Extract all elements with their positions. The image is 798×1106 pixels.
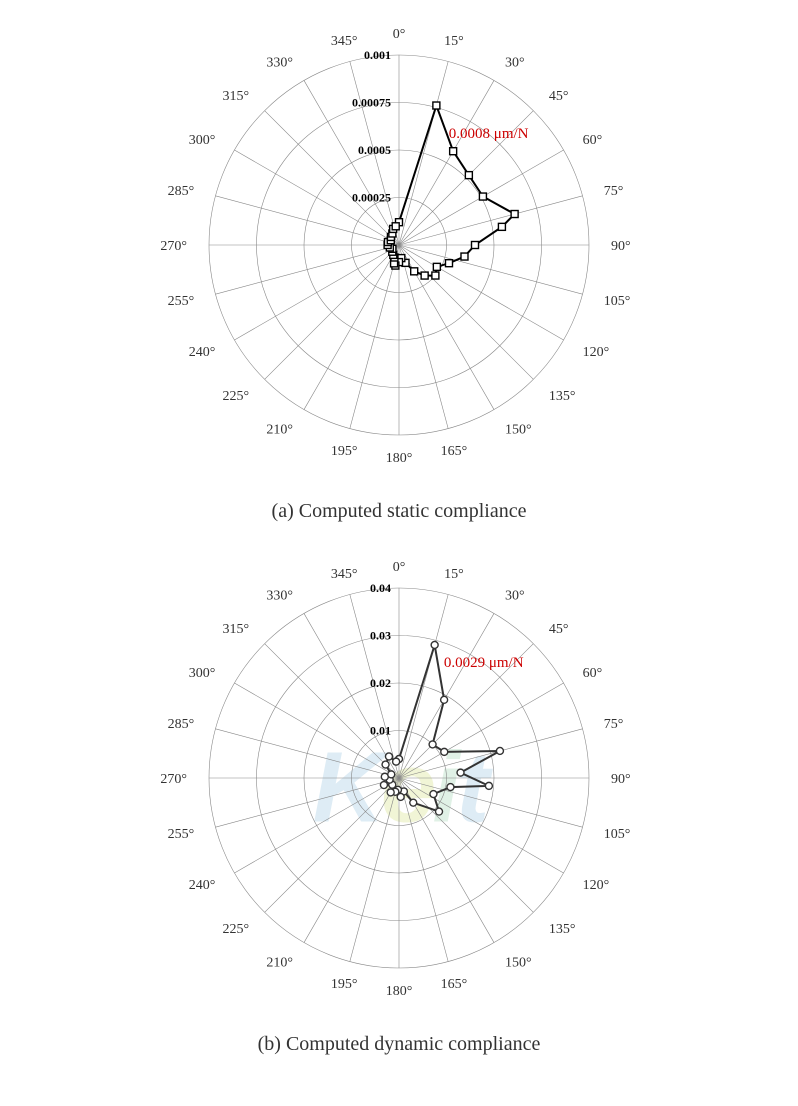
angle-label: 75° (604, 717, 624, 732)
angle-label: 180° (386, 984, 413, 999)
angle-label: 90° (611, 772, 631, 787)
data-marker (457, 769, 464, 776)
data-marker (511, 211, 518, 218)
radius-label: 0.00075 (352, 96, 391, 110)
angle-label: 60° (583, 666, 603, 681)
angle-label: 30° (505, 588, 525, 603)
angle-label: 150° (505, 423, 532, 438)
dynamic-compliance-chart: Keit0°15°30°45°60°75°90°105°120°135°150°… (119, 553, 679, 1023)
angle-label: 0° (393, 560, 406, 575)
angle-label: 90° (611, 239, 631, 254)
data-marker (433, 263, 440, 270)
data-marker (393, 758, 400, 765)
angle-label: 225° (222, 922, 249, 937)
angle-label: 105° (604, 294, 631, 309)
radius-label: 0.00025 (352, 191, 391, 205)
angle-label: 0° (393, 27, 406, 42)
angle-label: 300° (189, 133, 216, 148)
angle-label: 225° (222, 389, 249, 404)
radius-label: 0.02 (370, 676, 391, 690)
angle-label: 285° (168, 184, 195, 199)
angle-label: 240° (189, 345, 216, 360)
data-marker (382, 761, 389, 768)
data-marker (431, 641, 438, 648)
data-marker (450, 148, 457, 155)
data-marker (387, 789, 394, 796)
radius-label: 0.03 (370, 629, 391, 643)
angle-label: 165° (441, 977, 468, 992)
annotation-label: 0.0008 μm/N (449, 126, 529, 142)
data-marker (445, 260, 452, 267)
angle-label: 210° (266, 423, 293, 438)
annotation-label: 0.0029 μm/N (444, 655, 524, 671)
data-marker (447, 784, 454, 791)
angle-label: 195° (331, 977, 358, 992)
data-marker (421, 272, 428, 279)
angle-label: 270° (160, 772, 187, 787)
data-marker (498, 223, 505, 230)
angle-label: 270° (160, 239, 187, 254)
angle-label: 315° (222, 89, 249, 104)
data-marker (472, 242, 479, 249)
data-marker (441, 696, 448, 703)
angle-label: 120° (583, 345, 610, 360)
angle-label: 135° (549, 389, 576, 404)
data-marker (392, 223, 399, 230)
angle-label: 150° (505, 956, 532, 971)
data-marker (461, 253, 468, 260)
data-marker (388, 771, 395, 778)
angle-label: 285° (168, 717, 195, 732)
data-marker (485, 782, 492, 789)
angle-label: 75° (604, 184, 624, 199)
radius-label: 0.01 (370, 724, 391, 738)
angle-label: 165° (441, 444, 468, 459)
angle-label: 255° (168, 294, 195, 309)
radius-label: 0.04 (370, 581, 391, 595)
caption-a: (a) Computed static compliance (20, 500, 778, 523)
data-marker (432, 272, 439, 279)
data-marker (496, 747, 503, 754)
angle-label: 105° (604, 827, 631, 842)
angle-label: 45° (549, 89, 569, 104)
angle-label: 210° (266, 956, 293, 971)
data-marker (479, 193, 486, 200)
data-marker (380, 782, 387, 789)
polar-chart-svg: 0° 15° 30° 45° 60° 75° 90° 105° 120° 135° 150° 165°… (119, 20, 679, 490)
angle-label: 120° (583, 878, 610, 893)
angle-label: 15° (444, 567, 464, 582)
angle-label: 195° (331, 444, 358, 459)
data-marker (430, 791, 437, 798)
data-marker (411, 268, 418, 275)
angle-label: 45° (549, 622, 569, 637)
polar-chart-svg: 0° 15° 30° 45° 60° 75° 90° 105° 120° 135° 150° 165°… (119, 553, 679, 1023)
angle-label: 255° (168, 827, 195, 842)
data-marker (441, 748, 448, 755)
static-compliance-chart: 0° 15° 30° 45° 60° 75° 90° 105° 120° 135° 150° 165°… (119, 20, 679, 490)
radius-label: 0.001 (364, 48, 391, 62)
angle-label: 330° (266, 55, 293, 70)
angle-label: 60° (583, 133, 603, 148)
data-marker (410, 799, 417, 806)
data-marker (465, 172, 472, 179)
angle-label: 330° (266, 588, 293, 603)
angle-label: 240° (189, 878, 216, 893)
data-marker (436, 808, 443, 815)
angle-label: 30° (505, 55, 525, 70)
data-marker (429, 741, 436, 748)
angle-label: 315° (222, 622, 249, 637)
data-marker (385, 753, 392, 760)
angle-label: 300° (189, 666, 216, 681)
radius-label: 0.0005 (358, 143, 391, 157)
angle-label: 15° (444, 34, 464, 49)
angle-label: 180° (386, 451, 413, 466)
angle-label: 345° (331, 567, 358, 582)
angle-label: 345° (331, 34, 358, 49)
angle-label: 135° (549, 922, 576, 937)
data-marker (433, 102, 440, 109)
caption-b: (b) Computed dynamic compliance (20, 1033, 778, 1056)
